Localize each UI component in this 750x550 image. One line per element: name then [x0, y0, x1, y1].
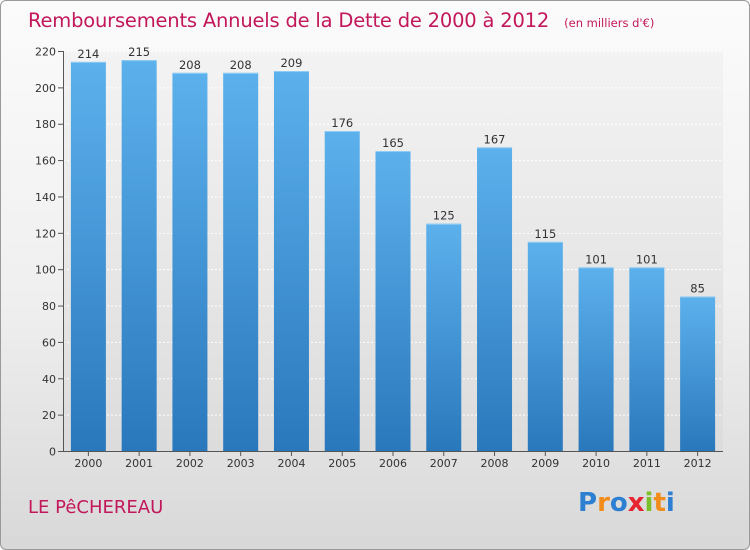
x-tick-label: 2012	[684, 457, 712, 470]
bar-value-label: 215	[128, 45, 150, 59]
bar-value-label: 115	[534, 227, 556, 241]
bar-value-label: 214	[77, 47, 99, 61]
x-tick-label: 2006	[379, 457, 407, 470]
logo-letter: r	[597, 488, 610, 518]
bar	[527, 241, 563, 451]
x-tick-label: 2001	[125, 457, 153, 470]
y-tick-label: 0	[49, 446, 56, 459]
logo-letter: P	[578, 488, 598, 518]
bar	[273, 71, 309, 451]
bar	[121, 60, 157, 451]
bar-value-label: 167	[484, 132, 506, 146]
bar	[324, 131, 360, 451]
axes: 0 20 40 60 80 100 120 140 160 180 200 220 2000 2001 20…	[35, 46, 723, 470]
bar	[172, 72, 208, 452]
bar	[680, 296, 716, 451]
bar-value-label: 101	[585, 252, 607, 266]
bar-value-label: 208	[230, 58, 252, 72]
bar	[223, 72, 259, 452]
title-block: Remboursements Annuels de la Dette de 20…	[28, 9, 654, 32]
bar-value-label: 176	[331, 116, 353, 130]
bar	[578, 267, 614, 451]
y-tick-label: 180	[35, 118, 56, 131]
x-tick-label: 2008	[481, 457, 509, 470]
y-tick-label: 120	[35, 227, 56, 240]
y-tick-label: 40	[42, 373, 56, 386]
logo-letter: i	[644, 488, 654, 518]
chart-subtitle: (en milliers d'€)	[564, 16, 655, 30]
bar	[477, 147, 513, 451]
logo-letter: t	[653, 488, 666, 518]
x-tick-label: 2011	[633, 457, 661, 470]
town-name: LE PêCHEREAU	[28, 497, 164, 518]
bar-value-label: 165	[382, 136, 404, 150]
bar	[426, 223, 462, 451]
x-tick-label: 2002	[176, 457, 204, 470]
y-tick-label: 200	[35, 82, 56, 95]
x-tick-label: 2009	[531, 457, 559, 470]
bar	[629, 267, 665, 451]
logo-letter: i	[665, 488, 675, 518]
x-tick-label: 2005	[328, 457, 356, 470]
logo-letter: o	[609, 488, 628, 518]
proxiti-logo[interactable]: Proxiti	[578, 488, 675, 518]
y-tick-label: 220	[35, 46, 56, 59]
x-tick-label: 2000	[74, 457, 102, 470]
x-tick-label: 2003	[227, 457, 255, 470]
bars	[70, 60, 716, 452]
data-labels: 214 215 208 208 209 176 165 125 167 115 101 101 85	[77, 45, 705, 295]
y-tick-label: 80	[42, 300, 56, 313]
x-tick-label: 2010	[582, 457, 610, 470]
chart-title: Remboursements Annuels de la Dette de 20…	[28, 9, 550, 32]
bar	[375, 151, 411, 451]
y-tick-label: 20	[42, 409, 56, 422]
y-tick-label: 160	[35, 155, 56, 168]
bar-value-label: 125	[433, 209, 455, 223]
bar-value-label: 209	[280, 56, 302, 70]
y-tick-label: 100	[35, 264, 56, 277]
bar-value-label: 101	[636, 252, 658, 266]
x-tick-label: 2007	[430, 457, 458, 470]
y-tick-label: 60	[42, 336, 56, 349]
y-tick-label: 140	[35, 191, 56, 204]
bar-value-label: 85	[690, 281, 705, 295]
x-tick-label: 2004	[277, 457, 305, 470]
bar	[70, 61, 106, 452]
logo-letter: x	[627, 488, 645, 518]
bar-value-label: 208	[179, 58, 201, 72]
